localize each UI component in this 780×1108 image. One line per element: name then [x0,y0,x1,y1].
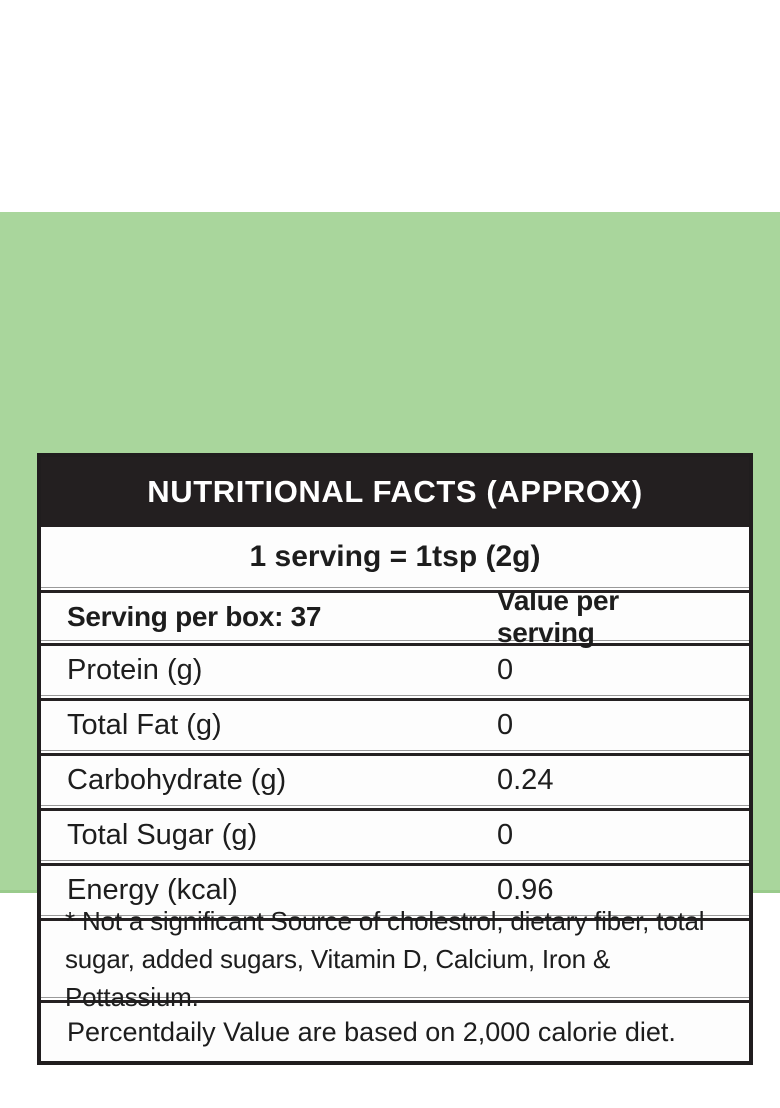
serving-size-text: 1 serving = 1tsp (2g) [249,540,541,573]
footnote: * Not a significant Source of cholestrol… [41,906,749,1012]
row-divider [41,997,749,1003]
nutrient-name: Total Sugar (g) [67,819,258,851]
nutrient-value: 0.96 [497,874,554,906]
nutrient-row: Total Sugar (g) 0 [41,811,749,860]
row-divider [41,915,749,921]
nutrient-value: 0 [497,654,514,686]
nutrient-value: 0.24 [497,764,554,796]
nutrient-name: Total Fat (g) [67,709,222,741]
column-header-row: Serving per box: 37 Value per serving [41,585,749,648]
daily-value-note: Percentdaily Value are based on 2,000 ca… [41,1003,749,1061]
nutrient-row: Energy (kcal) 0.96 [41,866,749,915]
nutrient-row: Total Fat (g) 0 [41,701,749,750]
footnote-line: * Not a significant Source of cholestrol… [65,906,705,936]
nutrient-row: Carbohydrate (g) 0.24 [41,756,749,805]
row-divider [41,587,749,593]
serving-size-row: 1 serving = 1tsp (2g) [41,527,749,587]
nutrient-name: Energy (kcal) [67,874,238,906]
row-divider [41,695,749,701]
green-panel: NUTRITIONAL FACTS (APPROX) 1 serving = 1… [0,212,780,1065]
nutrition-label: NUTRITIONAL FACTS (APPROX) 1 serving = 1… [37,453,753,1065]
label-header: NUTRITIONAL FACTS (APPROX) [41,457,749,527]
nutrient-name: Carbohydrate (g) [67,764,287,796]
footnote-line: sugar, added sugars, Vitamin D, Calcium,… [65,944,611,1012]
servings-per-box: Serving per box: 37 [67,600,322,632]
row-divider [41,750,749,756]
row-divider [41,860,749,866]
nutrient-name: Protein (g) [67,654,203,686]
daily-value-text: Percentdaily Value are based on 2,000 ca… [67,1016,676,1047]
label-title: NUTRITIONAL FACTS (APPROX) [147,474,643,509]
row-divider [41,640,749,646]
nutrient-value: 0 [497,819,514,851]
row-divider [41,805,749,811]
value-per-serving-header: Value per serving [497,584,619,648]
nutrient-row: Protein (g) 0 [41,646,749,695]
nutrient-value: 0 [497,709,514,741]
